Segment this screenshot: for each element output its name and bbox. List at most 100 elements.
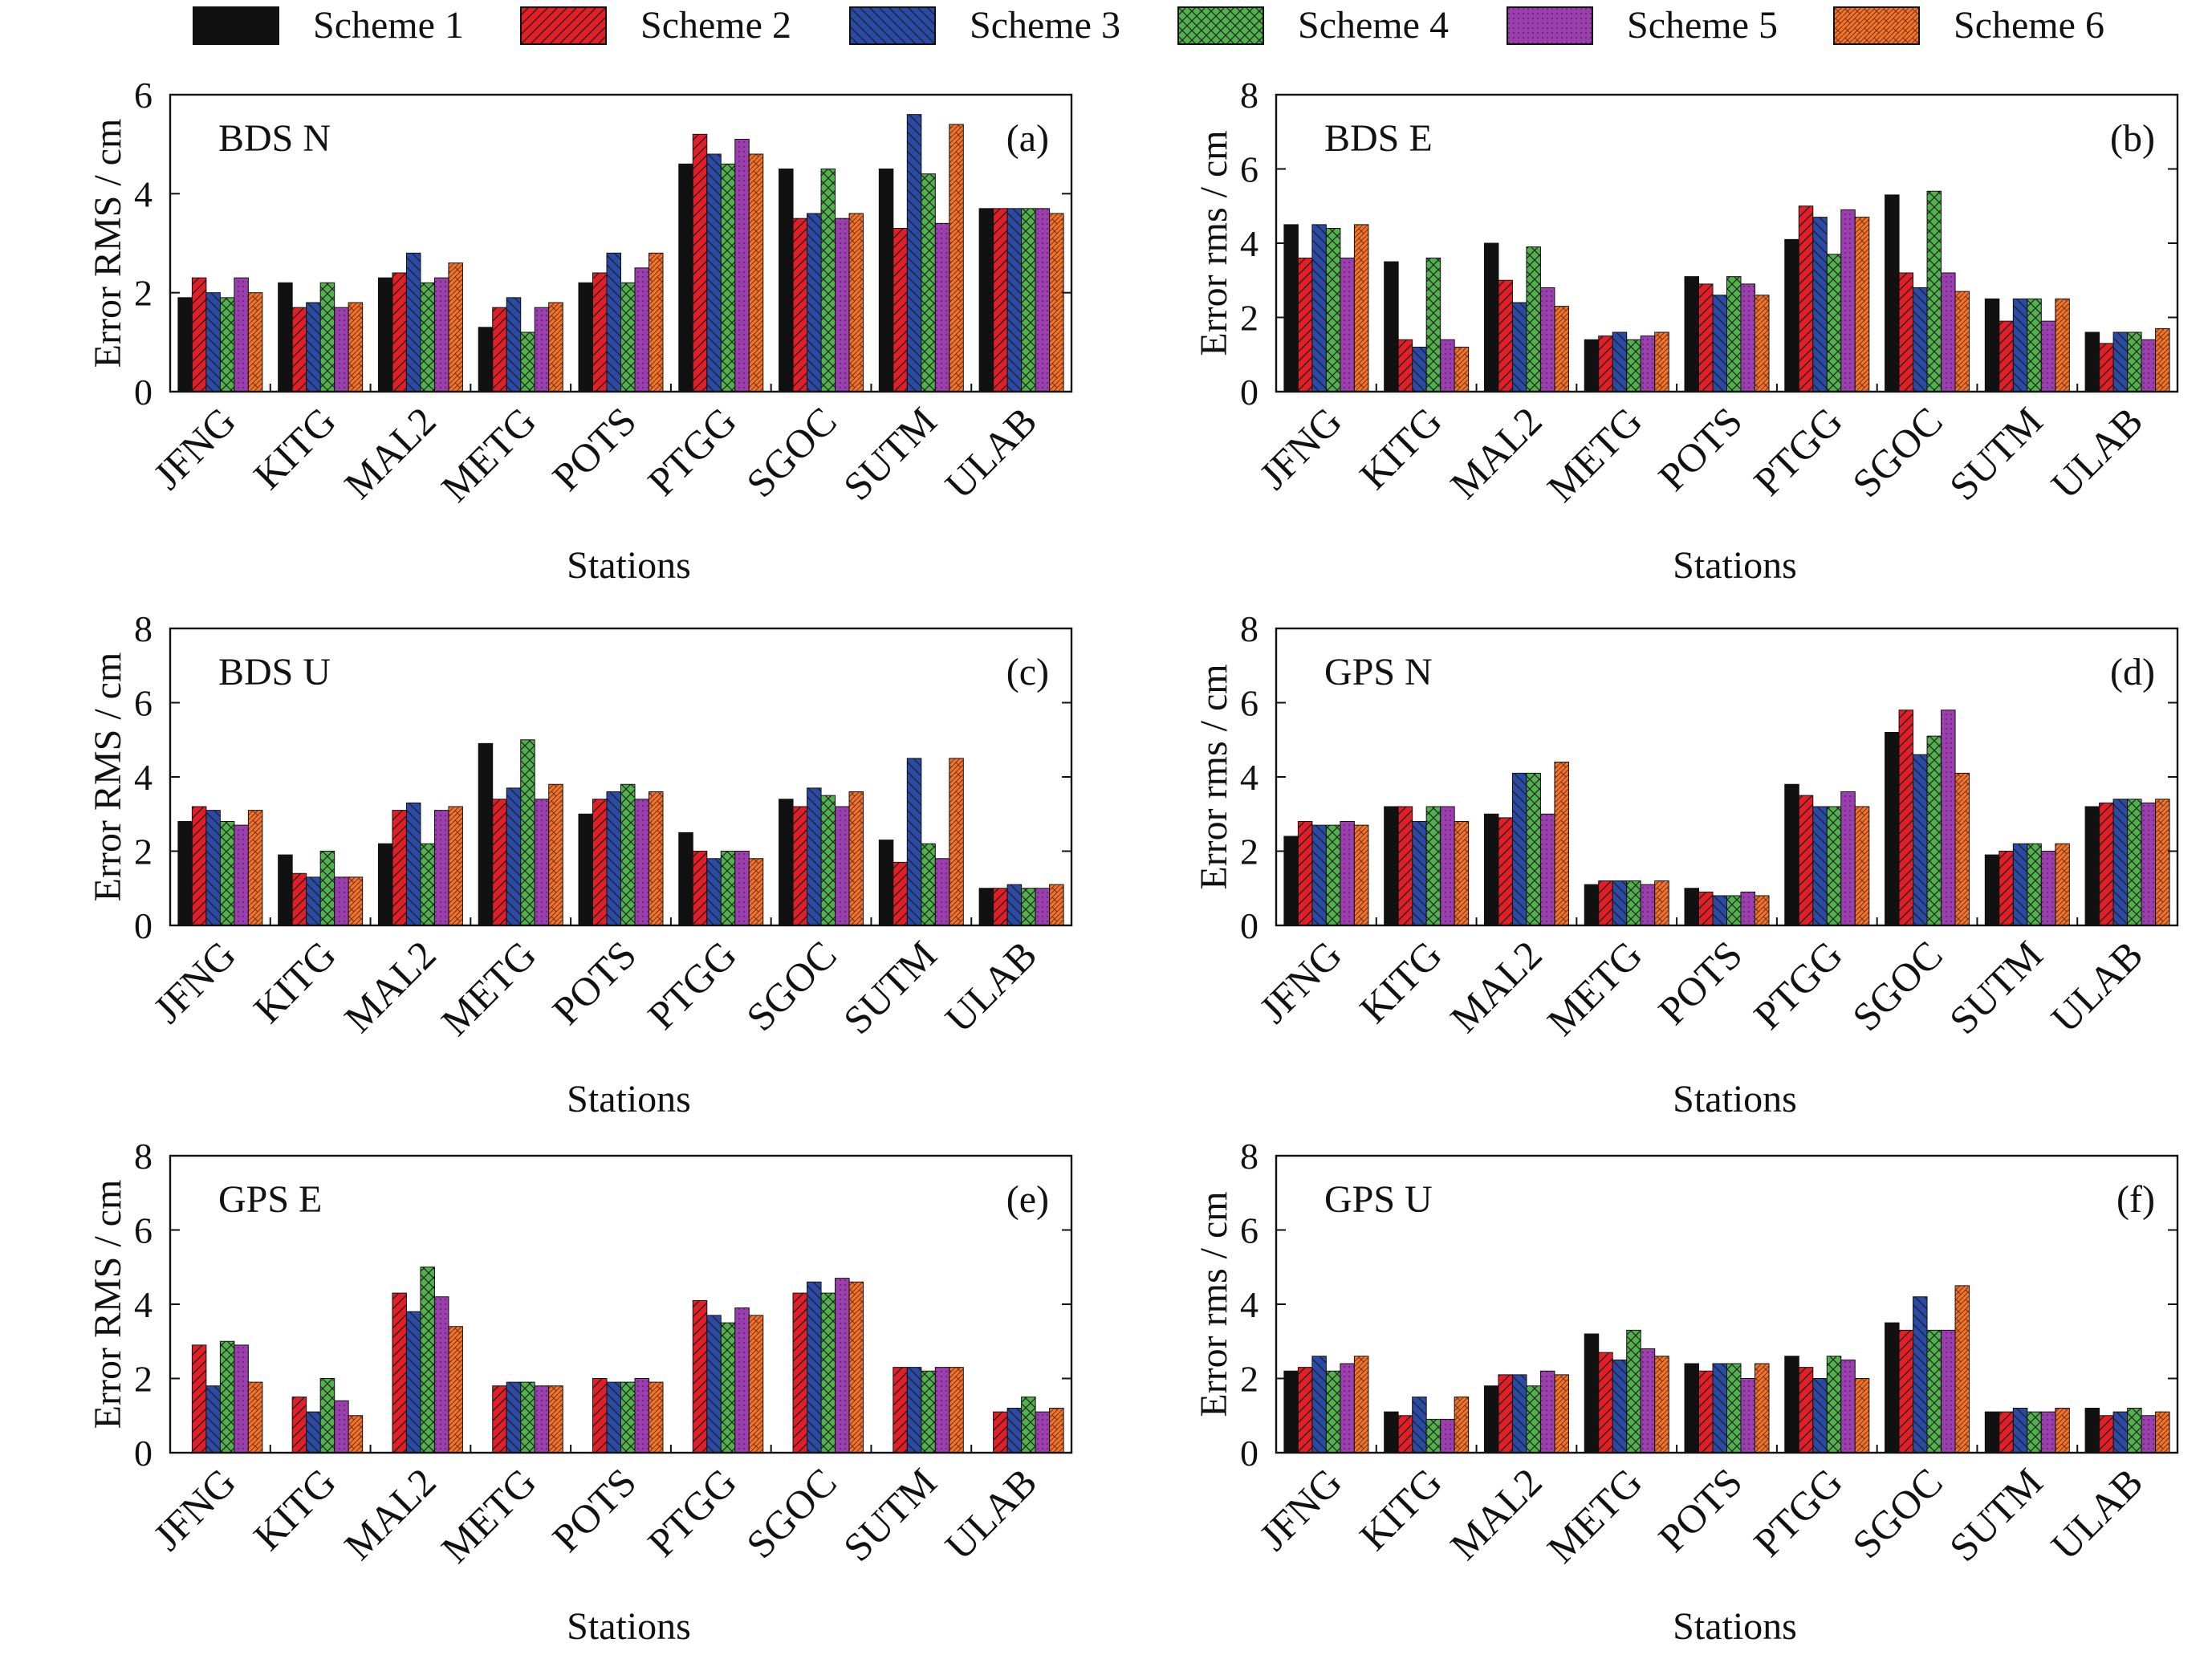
x-tick-label-ulab: ULAB (937, 398, 1046, 507)
bar-scheme-1-pots (1684, 1363, 1699, 1454)
bar-scheme-3-pots (1712, 295, 1727, 392)
bar-scheme-1-ulab (978, 888, 994, 926)
bar-scheme-6-metg (1654, 880, 1669, 926)
bar-scheme-4-jfng (1325, 824, 1341, 926)
panel-label: (d) (2110, 651, 2155, 693)
bar-scheme-6-metg (1654, 331, 1669, 392)
bar-scheme-3-ptgg (706, 153, 722, 392)
bar-scheme-5-jfng (1340, 821, 1355, 926)
bar-scheme-3-sutm (906, 114, 922, 392)
bar-scheme-5-ptgg (1840, 791, 1856, 926)
bar-scheme-5-mal2 (1539, 1370, 1555, 1454)
bar-scheme-5-sutm (934, 858, 950, 926)
y-tick-label: 0 (134, 905, 152, 946)
bar-scheme-4-sutm (2027, 298, 2042, 392)
bar-scheme-1-pots (1684, 888, 1699, 926)
bar-scheme-2-ulab (2099, 343, 2114, 392)
chart-panel-gps-e: 0 2 4 6 8 JFNG KITG MAL2 METG POTS PTGG SGOC SUTM ULA… (0, 1133, 1106, 1663)
x-tick-label-sgoc: SGOC (738, 398, 845, 506)
bar-scheme-1-jfng (177, 297, 193, 392)
bar-scheme-1-sgoc (1885, 1322, 1900, 1454)
bar-scheme-4-ptgg (720, 851, 736, 926)
bar-scheme-5-sutm (934, 1367, 950, 1454)
bar-scheme-3-kitg (1412, 821, 1427, 926)
x-tick-label-jfng: JFNG (144, 398, 244, 498)
legend-swatch-scheme-6 (1833, 6, 1920, 45)
bar-scheme-6-pots (649, 791, 664, 926)
bar-scheme-4-kitg (319, 1378, 335, 1454)
legend-label: Scheme 6 (1954, 4, 2104, 47)
bar-scheme-6-jfng (247, 292, 263, 392)
bar-scheme-3-jfng (205, 810, 221, 926)
x-tick-label-sutm: SUTM (835, 932, 945, 1043)
bar-scheme-5-kitg (334, 307, 349, 392)
x-tick-label-mal2: MAL2 (335, 1459, 445, 1568)
bar-scheme-6-ptgg (1854, 217, 1870, 392)
chart-title: GPS E (218, 1178, 322, 1221)
bar-scheme-6-sgoc (1954, 1285, 1970, 1454)
bar-scheme-2-sgoc (1898, 1329, 1914, 1454)
bar-scheme-3-pots (1712, 1363, 1727, 1454)
bar-scheme-1-ulab (978, 208, 994, 392)
bar-scheme-5-ptgg (734, 851, 750, 926)
bar-scheme-1-sgoc (1885, 194, 1900, 392)
bar-scheme-3-mal2 (405, 1311, 421, 1454)
y-tick-label: 2 (134, 273, 152, 314)
chart-panel-bds-n: 0 2 4 6 JFNG KITG MAL2 METG POTS PTGG SGOC SUTM ULAB… (0, 72, 1106, 602)
y-tick-label: 0 (1240, 372, 1258, 413)
bar-scheme-5-jfng (234, 1344, 249, 1454)
bar-scheme-3-sgoc (1913, 287, 1928, 392)
bar-scheme-3-mal2 (1511, 772, 1527, 926)
bar-scheme-5-jfng (1340, 258, 1355, 392)
bar-scheme-2-sgoc (792, 806, 808, 926)
bar-scheme-4-ptgg (720, 163, 736, 392)
panel-label: (b) (2110, 117, 2155, 160)
bar-scheme-1-mal2 (377, 277, 393, 392)
bar-scheme-6-kitg (348, 1415, 364, 1454)
bar-scheme-6-ptgg (748, 858, 764, 926)
bar-scheme-1-kitg (1384, 1411, 1399, 1454)
bar-scheme-6-pots (649, 252, 664, 392)
bar-scheme-5-pots (634, 267, 649, 392)
bar-scheme-3-sutm (2012, 843, 2028, 926)
bar-scheme-6-ptgg (1854, 806, 1870, 926)
bar-scheme-2-ulab (993, 1411, 1008, 1454)
bar-scheme-5-kitg (334, 876, 349, 926)
bar-scheme-2-metg (492, 1385, 507, 1454)
x-tick-label-mal2: MAL2 (1441, 1459, 1551, 1568)
bar-scheme-1-jfng (177, 821, 193, 926)
bar-scheme-5-metg (534, 799, 550, 926)
bar-scheme-1-metg (478, 742, 494, 926)
bar-scheme-5-ulab (1035, 1411, 1051, 1454)
bar-scheme-2-kitg (1397, 806, 1413, 926)
bar-scheme-2-metg (492, 307, 507, 392)
bar-scheme-3-jfng (205, 292, 221, 392)
bar-scheme-5-mal2 (433, 1296, 449, 1454)
bar-scheme-5-ptgg (734, 139, 750, 392)
x-axis-label: Stations (567, 544, 691, 587)
bar-scheme-4-sutm (2027, 1411, 2042, 1454)
chart-panel-bds-u: 0 2 4 6 8 JFNG KITG MAL2 METG POTS PTGG SGOC SUTM ULA… (0, 606, 1106, 1136)
bar-scheme-6-ptgg (1854, 1378, 1870, 1454)
bar-scheme-6-sgoc (1954, 772, 1970, 926)
bar-scheme-3-pots (606, 1381, 621, 1454)
y-tick-label: 4 (1240, 757, 1258, 798)
panel-label: (c) (1006, 651, 1049, 693)
y-tick-label: 4 (134, 173, 152, 214)
bar-scheme-5-metg (1640, 884, 1656, 926)
bar-scheme-4-kitg (1425, 806, 1441, 926)
bar-scheme-4-mal2 (420, 1267, 435, 1454)
bar-scheme-5-ulab (1035, 888, 1051, 926)
x-tick-label-mal2: MAL2 (1441, 932, 1551, 1041)
bar-scheme-3-sutm (906, 1367, 922, 1454)
bar-scheme-5-ulab (2141, 802, 2157, 926)
x-tick-label-jfng: JFNG (1250, 932, 1350, 1031)
bar-scheme-6-mal2 (1554, 1374, 1569, 1454)
bar-scheme-4-pots (620, 282, 636, 392)
chart-title: BDS U (218, 651, 331, 693)
y-tick-label: 8 (1240, 608, 1258, 649)
x-tick-label-mal2: MAL2 (335, 398, 445, 507)
bar-scheme-2-kitg (1397, 1415, 1413, 1454)
legend-swatch-scheme-4 (1177, 6, 1264, 45)
bar-scheme-4-mal2 (1526, 246, 1541, 392)
